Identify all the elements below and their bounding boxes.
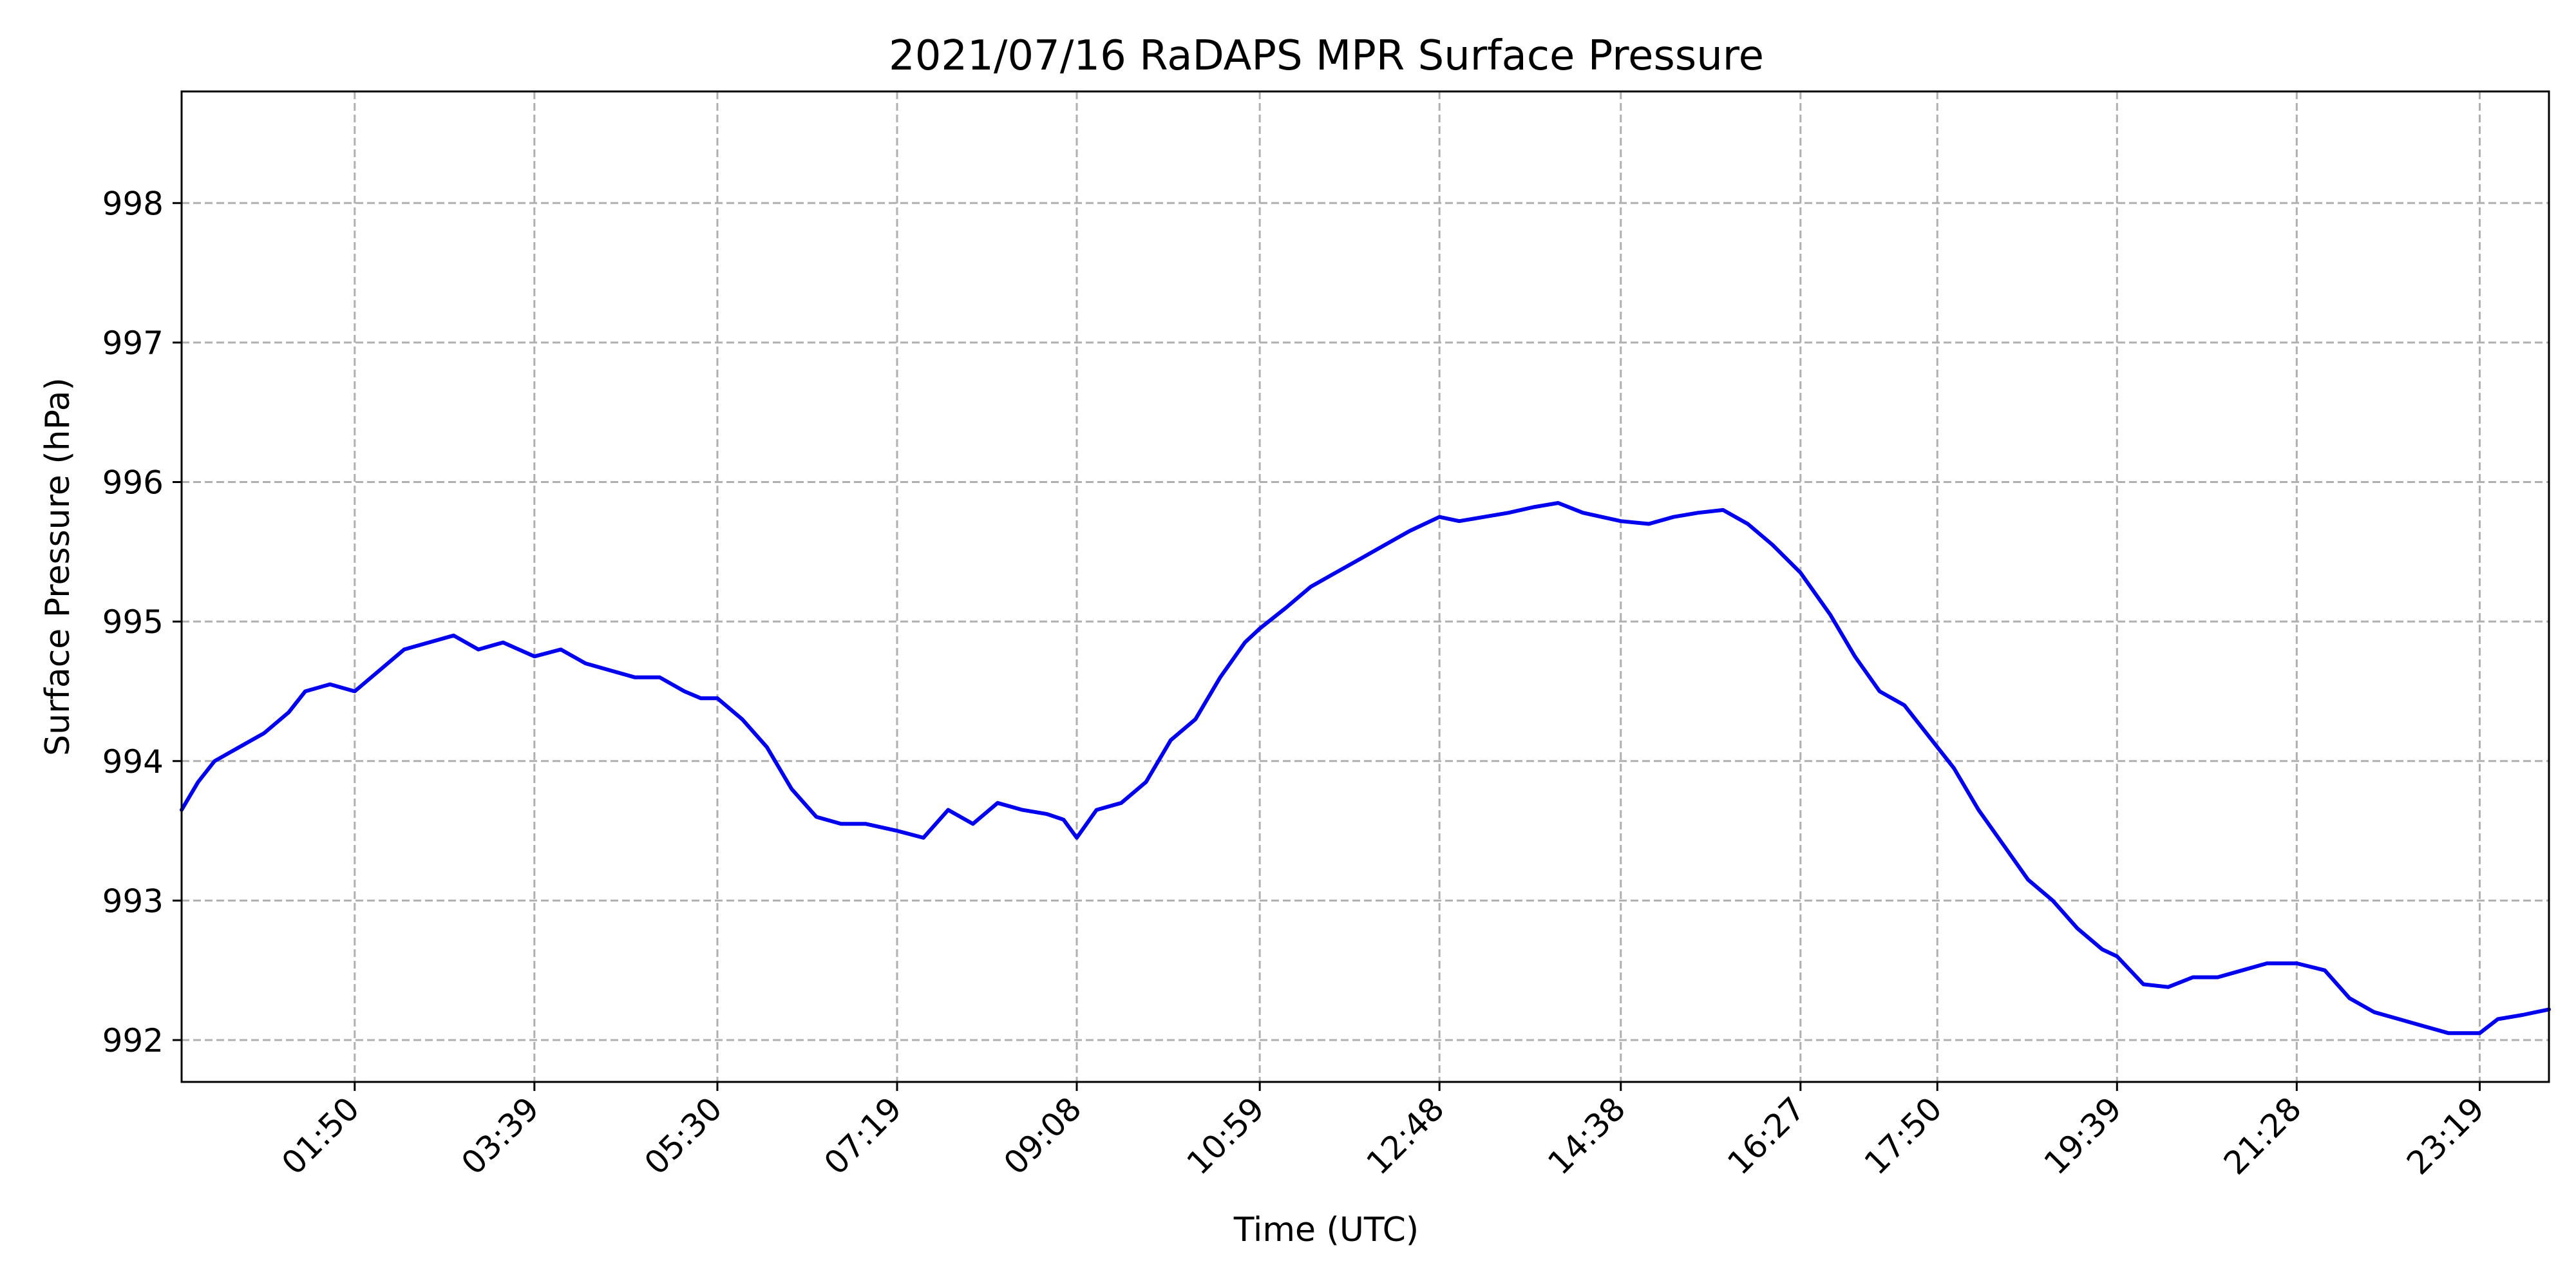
y-tick-label: 993	[102, 882, 164, 920]
line-layer	[180, 501, 2551, 1036]
axis-layer: 992 993 994 995 996 997 998 01:50 03:39 05:30 07:1…	[102, 90, 2550, 1182]
y-tick-label: 992	[102, 1022, 164, 1059]
x-tick-label: 05:30	[638, 1090, 730, 1182]
chart-title: 2021/07/16 RaDAPS MPR Surface Pressure	[888, 32, 1765, 80]
x-tick-label: 19:39	[2037, 1090, 2129, 1182]
x-tick-label: 14:38	[1540, 1090, 1633, 1182]
x-tick-label: 23:19	[2400, 1090, 2492, 1182]
x-tick-label: 16:27	[1720, 1090, 1812, 1182]
plot-frame	[180, 90, 2550, 1083]
x-tick-label: 09:08	[997, 1090, 1089, 1182]
y-tick-label: 997	[102, 325, 164, 362]
x-tick-label: 17:50	[1857, 1090, 1949, 1182]
grid-layer	[182, 91, 2549, 1082]
y-tick-label: 995	[102, 603, 164, 641]
x-axis-label: Time (UTC)	[1233, 1211, 1419, 1249]
x-tick-label: 07:19	[817, 1090, 909, 1182]
y-tick-label: 996	[102, 464, 164, 502]
y-tick-label: 998	[102, 185, 164, 222]
x-tick-label: 03:39	[454, 1090, 546, 1182]
x-tick-label: 21:28	[2217, 1090, 2309, 1182]
x-tick-label: 01:50	[274, 1090, 366, 1182]
series-line	[180, 501, 2551, 1036]
x-tick-label: 10:59	[1180, 1090, 1272, 1182]
y-tick-label: 994	[102, 743, 164, 781]
x-tick-label: 12:48	[1359, 1090, 1452, 1182]
